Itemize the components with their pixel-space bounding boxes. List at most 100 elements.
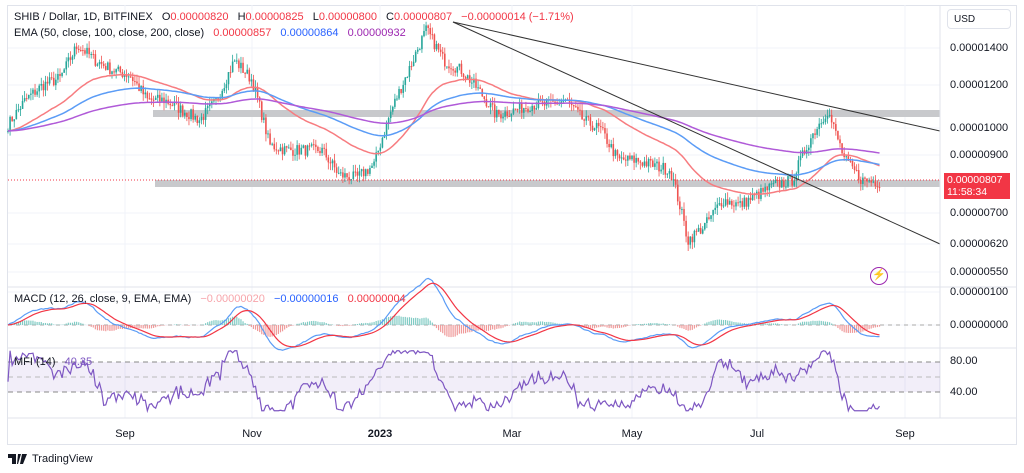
grid-lines — [8, 5, 940, 418]
candle-body — [194, 115, 196, 120]
candle-body — [65, 61, 68, 70]
mfi-legend[interactable]: MFI (14) 40.35 — [14, 356, 98, 368]
candle-body — [375, 152, 377, 162]
candle-body — [728, 200, 731, 205]
candle-body — [826, 115, 829, 119]
candle-body — [88, 47, 90, 55]
candle-body — [69, 57, 72, 60]
candle-body — [878, 187, 881, 189]
candle-body — [787, 176, 789, 187]
candle-body — [701, 229, 704, 234]
candle-body — [799, 156, 802, 161]
candle-body — [824, 118, 827, 122]
candle-body — [820, 123, 823, 125]
candle-body — [392, 106, 394, 112]
candle-body — [647, 158, 650, 167]
candle-body — [832, 122, 835, 125]
candle-body — [749, 197, 752, 200]
candle-body — [456, 66, 459, 73]
candle-body — [244, 72, 246, 74]
trendline-upper[interactable] — [452, 21, 941, 132]
candle-body — [479, 87, 481, 89]
candle-body — [793, 180, 796, 186]
macd-legend[interactable]: MACD (12, 26, close, 9, EMA, EMA) −0.000… — [14, 293, 412, 305]
candle-body — [113, 71, 115, 73]
candle-body — [639, 161, 642, 163]
candle-body — [780, 180, 783, 188]
candle-body — [853, 166, 856, 171]
date-tick: Nov — [242, 428, 262, 440]
candle-body — [439, 49, 442, 52]
candle-body — [123, 74, 126, 77]
candle-body — [691, 236, 694, 243]
candle-body — [254, 86, 257, 91]
flash-icon[interactable]: ⚡ — [870, 267, 888, 285]
currency-button[interactable]: USD — [947, 9, 1011, 29]
candle-body — [429, 27, 432, 35]
trendline-lower[interactable] — [452, 21, 941, 245]
candle-body — [23, 98, 26, 101]
candle-body — [672, 179, 675, 181]
candle-body — [448, 66, 450, 69]
candle-body — [689, 236, 692, 245]
candle-body — [685, 220, 687, 237]
candle-body — [741, 201, 744, 207]
candle-body — [635, 157, 637, 163]
candle-body — [652, 160, 654, 167]
candle-body — [200, 116, 203, 121]
candle-body — [152, 99, 155, 101]
candle-body — [238, 60, 240, 69]
candle-body — [169, 103, 172, 106]
candle-body — [643, 161, 646, 166]
candle-body — [466, 75, 469, 79]
candle-body — [720, 203, 723, 207]
candle-body — [437, 43, 440, 50]
candle-body — [337, 172, 340, 174]
candle-body — [136, 81, 138, 84]
candle-body — [814, 133, 816, 135]
candle-body — [107, 62, 109, 70]
candle-body — [585, 116, 588, 121]
resistance-zone[interactable] — [153, 110, 940, 117]
candles — [7, 21, 881, 252]
candle-body — [36, 91, 38, 95]
symbol-title[interactable]: SHIB / Dollar, 1D, BITFINEX — [14, 11, 153, 23]
candle-body — [9, 116, 11, 132]
candle-body — [327, 157, 330, 163]
price-tick: 0.00000550 — [950, 266, 1009, 278]
candle-body — [144, 92, 147, 95]
candle-body — [381, 137, 384, 148]
candle-body — [620, 157, 623, 159]
candle-body — [425, 25, 427, 32]
candle-body — [333, 160, 336, 168]
candle-body — [215, 98, 217, 100]
candle-body — [816, 129, 818, 135]
mfi-line — [7, 349, 880, 414]
candle-body — [500, 114, 502, 119]
candle-body — [830, 114, 833, 123]
candle-body — [154, 97, 157, 100]
candle-body — [704, 223, 706, 230]
candle-body — [236, 60, 238, 62]
brand-name: TradingView — [32, 453, 93, 465]
candle-body — [510, 113, 513, 117]
candle-body — [148, 98, 151, 100]
candle-body — [204, 108, 207, 120]
candle-body — [129, 76, 132, 78]
candle-body — [768, 183, 771, 191]
candle-body — [616, 150, 619, 156]
ema-legend[interactable]: EMA (50, close, 100, close, 200, close) … — [14, 27, 412, 39]
candle-body — [641, 162, 644, 166]
support-zone[interactable] — [155, 180, 940, 187]
candle-body — [872, 181, 875, 183]
candle-body — [11, 116, 13, 122]
candle-body — [90, 54, 92, 56]
macd-series — [7, 277, 881, 351]
candle-body — [737, 202, 739, 204]
candle-body — [658, 161, 660, 172]
tradingview-logo[interactable]: TradingView — [8, 453, 93, 465]
candle-body — [427, 25, 429, 28]
candle-body — [111, 71, 113, 74]
candle-body — [458, 63, 461, 67]
